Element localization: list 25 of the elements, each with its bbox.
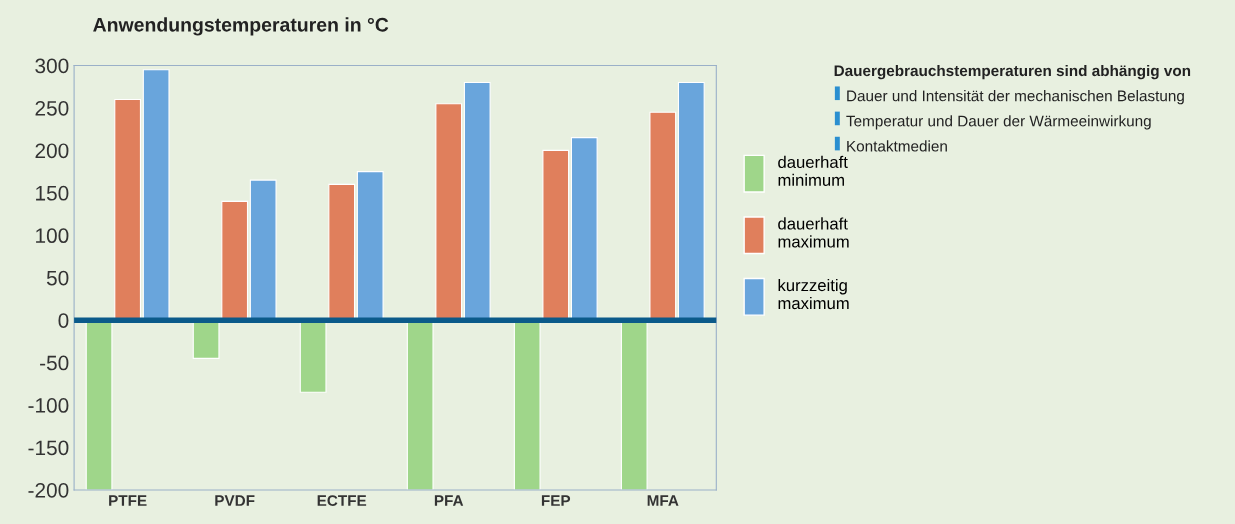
x-tick-label: PFA bbox=[434, 495, 464, 506]
chart-title: Anwendungstemperaturen in °C bbox=[93, 17, 389, 36]
x-tick-label: FEP bbox=[541, 495, 571, 506]
y-tick-label: -200 bbox=[28, 482, 69, 498]
y-tick-label: 250 bbox=[35, 100, 69, 116]
legend-label: kurzzeitig maximum bbox=[778, 278, 849, 310]
y-tick-label: -100 bbox=[28, 398, 69, 413]
legend-label: dauerhaft minimum bbox=[778, 155, 848, 186]
x-tick-label: PVDF bbox=[215, 495, 255, 506]
text: Dauergebrauchstemperaturen sind abhängig von bbox=[834, 64, 1191, 80]
y-tick-label: 50 bbox=[46, 270, 69, 286]
y-tick-label: -150 bbox=[28, 440, 69, 456]
legend-label: dauerhaft maximum bbox=[778, 217, 849, 248]
x-tick-label: ECTFE bbox=[317, 495, 367, 507]
x-tick-label: MFA bbox=[647, 495, 679, 506]
x-tick-label: PTFE bbox=[109, 495, 147, 506]
y-tick-label: 150 bbox=[36, 185, 69, 201]
text: Dauer und Intensität der mechanischen Belastung bbox=[847, 90, 1184, 105]
text: Kontaktmedien bbox=[847, 140, 947, 152]
text: Temperatur und Dauer der Wärmeeinwirkung bbox=[846, 115, 1151, 130]
y-tick-label: 200 bbox=[35, 143, 69, 159]
y-tick-label: 100 bbox=[36, 228, 69, 244]
y-tick-label: -50 bbox=[40, 355, 69, 371]
y-tick-label: 300 bbox=[35, 58, 69, 74]
y-tick-label: 0 bbox=[58, 313, 69, 328]
